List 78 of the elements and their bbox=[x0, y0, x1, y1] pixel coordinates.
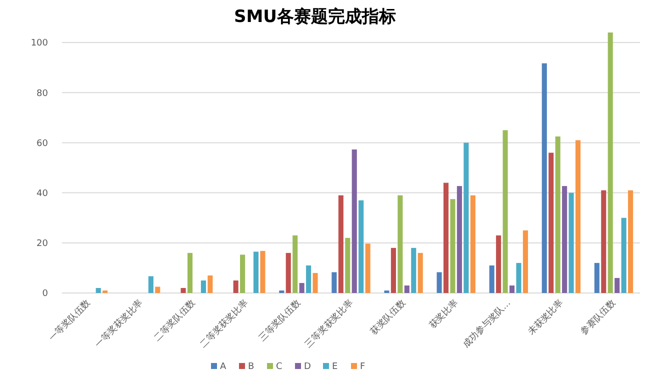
bar bbox=[594, 262, 600, 293]
bar bbox=[102, 290, 108, 293]
bar bbox=[516, 262, 522, 293]
bar bbox=[148, 276, 154, 293]
bar bbox=[608, 32, 613, 293]
bar bbox=[621, 218, 626, 293]
bar bbox=[489, 265, 494, 293]
bar bbox=[292, 235, 298, 293]
bar bbox=[614, 278, 620, 293]
bar bbox=[555, 136, 560, 293]
legend-label: B bbox=[248, 362, 254, 372]
y-tick-label: 0 bbox=[42, 289, 48, 300]
x-tick-label: 二等奖获奖比率 bbox=[198, 298, 250, 350]
bar bbox=[562, 186, 568, 293]
bar bbox=[542, 63, 547, 293]
bar bbox=[411, 248, 416, 293]
x-tick-label: 参赛队伍数 bbox=[578, 298, 618, 338]
bar bbox=[253, 252, 259, 293]
x-tick-label: 二等奖队伍数 bbox=[152, 298, 198, 344]
bar bbox=[180, 288, 186, 293]
bar bbox=[404, 285, 410, 293]
bar bbox=[436, 272, 442, 293]
legend-label: C bbox=[276, 362, 282, 372]
y-tick-label: 40 bbox=[36, 188, 48, 199]
y-tick-label: 20 bbox=[36, 239, 48, 250]
x-tick-label: 三等奖获奖比率 bbox=[303, 298, 356, 350]
bar bbox=[260, 250, 266, 293]
bar bbox=[470, 195, 476, 293]
bar bbox=[502, 130, 508, 293]
bar bbox=[208, 275, 213, 293]
x-tick-label: 一等奖队伍数 bbox=[46, 298, 93, 344]
bar bbox=[187, 252, 193, 293]
bar bbox=[384, 290, 390, 293]
legend-label: F bbox=[360, 362, 366, 372]
bar bbox=[456, 186, 462, 293]
bar bbox=[390, 248, 396, 293]
y-tick-label: 60 bbox=[36, 138, 48, 149]
y-tick-label: 80 bbox=[36, 88, 48, 99]
bar bbox=[233, 280, 238, 293]
bar bbox=[358, 200, 364, 293]
bar bbox=[418, 252, 423, 293]
legend-label: D bbox=[304, 362, 311, 372]
bar bbox=[568, 192, 574, 293]
chart-title: SMU各赛题完成指标 bbox=[234, 7, 396, 27]
bar bbox=[286, 252, 291, 293]
bar bbox=[155, 286, 160, 293]
bar bbox=[548, 152, 554, 293]
bar bbox=[443, 182, 449, 293]
bar bbox=[464, 142, 469, 293]
x-tick-label: 获奖比率 bbox=[427, 298, 460, 331]
x-tick-label: 获奖队伍数 bbox=[368, 298, 408, 338]
x-tick-label: 一等奖获奖比率 bbox=[92, 298, 146, 350]
bar bbox=[338, 195, 344, 293]
bar bbox=[200, 280, 206, 293]
bar bbox=[332, 272, 337, 293]
bar bbox=[365, 244, 370, 293]
bar bbox=[522, 230, 528, 293]
bar bbox=[575, 140, 581, 293]
bar bbox=[398, 195, 403, 293]
bar bbox=[496, 235, 502, 293]
bar bbox=[450, 199, 456, 293]
y-tick-label: 100 bbox=[30, 38, 48, 49]
bar bbox=[306, 265, 312, 293]
bar bbox=[509, 285, 515, 293]
legend-label: A bbox=[220, 362, 227, 372]
bar bbox=[601, 190, 606, 293]
bar bbox=[345, 238, 350, 293]
x-tick-label: 三等奖队伍数 bbox=[256, 298, 303, 344]
bar bbox=[352, 149, 357, 293]
bar bbox=[96, 288, 101, 293]
bar bbox=[240, 254, 246, 293]
x-tick-label: 未获奖比率 bbox=[526, 298, 566, 338]
x-tick-label: 成功参与奖队… bbox=[460, 298, 513, 350]
bar bbox=[279, 290, 284, 293]
legend-label: E bbox=[332, 362, 338, 372]
bar bbox=[312, 272, 318, 293]
bar bbox=[299, 282, 304, 293]
bar bbox=[628, 190, 634, 293]
